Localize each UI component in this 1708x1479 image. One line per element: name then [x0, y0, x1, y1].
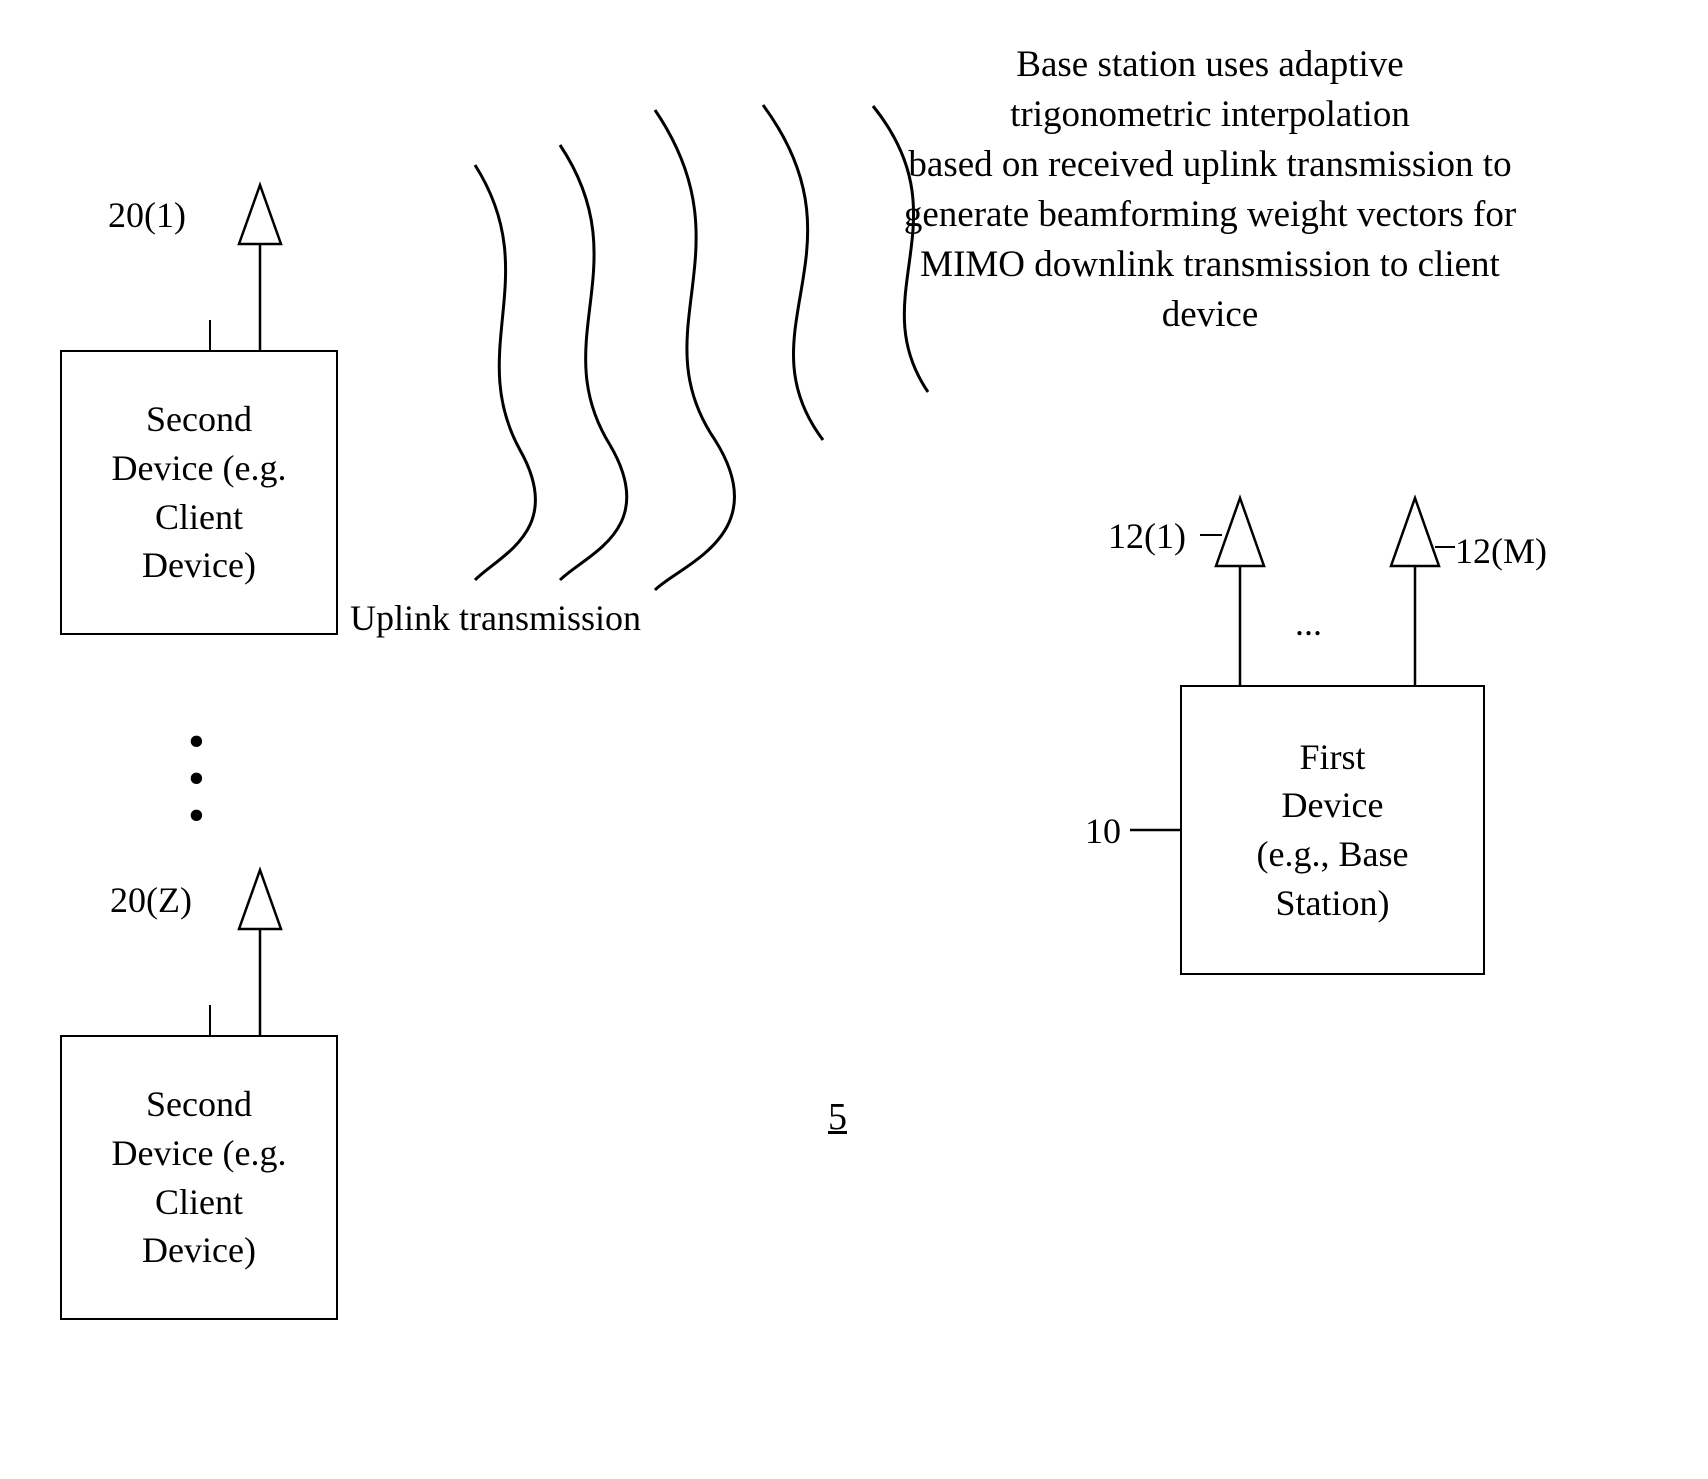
uplink-label: Uplink transmission: [350, 597, 641, 639]
ant-12-m-text: 12(M): [1455, 531, 1547, 571]
base-station-ref: 10: [1085, 810, 1121, 852]
client-device-1-text: SecondDevice (e.g.ClientDevice): [112, 395, 287, 589]
client-vdots: • • •: [188, 720, 205, 838]
ant-12-1-text: 12(1): [1108, 516, 1186, 556]
antenna-12-m-label: 12(M): [1455, 530, 1547, 572]
base-antenna-1-icon: [1200, 498, 1264, 685]
dot: •: [188, 802, 205, 831]
client-device-1-ref: 20(1): [108, 194, 186, 236]
base-station-box: FirstDevice(e.g., BaseStation): [1180, 685, 1485, 975]
antenna-hdots-text: ...: [1295, 603, 1322, 643]
base-station-text: FirstDevice(e.g., BaseStation): [1257, 733, 1409, 927]
figure-number: 5: [828, 1095, 847, 1139]
uplink-label-text: Uplink transmission: [350, 598, 641, 638]
antenna-12-1-label: 12(1): [1108, 515, 1186, 557]
client-device-z-box: SecondDevice (e.g.ClientDevice): [60, 1035, 338, 1320]
base-ref-text: 10: [1085, 811, 1121, 851]
client-device-1-box: SecondDevice (e.g.ClientDevice): [60, 350, 338, 635]
antenna-hdots: ...: [1295, 602, 1322, 644]
client-1-ref-text: 20(1): [108, 195, 186, 235]
base-antenna-m-icon: [1391, 498, 1455, 685]
client-z-antenna-icon: [210, 870, 281, 1035]
description-text: Base station uses adaptivetrigonometric …: [740, 40, 1680, 340]
client-1-antenna-icon: [210, 185, 281, 350]
client-device-z-ref: 20(Z): [110, 879, 192, 921]
client-device-z-text: SecondDevice (e.g.ClientDevice): [112, 1080, 287, 1274]
client-z-ref-text: 20(Z): [110, 880, 192, 920]
figure-number-text: 5: [828, 1096, 847, 1138]
description-content: Base station uses adaptivetrigonometric …: [904, 44, 1516, 335]
